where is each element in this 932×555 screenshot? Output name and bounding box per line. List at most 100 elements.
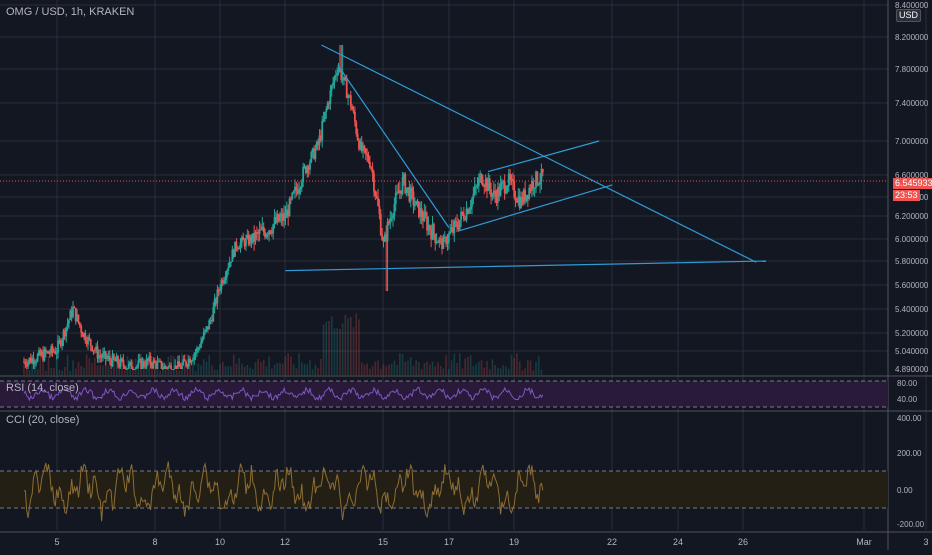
candle-body — [398, 190, 401, 194]
volume-bar — [25, 367, 28, 375]
y-tick-label: 5.040000 — [895, 347, 929, 356]
volume-bar — [194, 370, 197, 375]
candle-body — [408, 187, 411, 202]
candle-body — [536, 171, 539, 185]
candle-body — [531, 181, 533, 191]
candle-body — [212, 307, 215, 322]
candle-body — [147, 358, 149, 361]
volume-bar — [69, 370, 72, 375]
rsi-label: RSI (14, close) — [6, 382, 79, 394]
volume-bar — [480, 360, 483, 375]
candle-body — [89, 339, 92, 346]
volume-bar — [42, 355, 44, 375]
volume-bar — [189, 364, 191, 375]
candle-body — [287, 209, 290, 217]
candle-body — [457, 227, 460, 230]
volume-bar — [254, 362, 257, 375]
candle-body — [230, 261, 232, 263]
candle-body — [416, 200, 419, 202]
candle-body — [189, 358, 192, 364]
candle-body — [396, 191, 399, 193]
candle-body — [373, 173, 375, 192]
candle-body — [533, 187, 536, 189]
candle-body — [247, 234, 250, 245]
y-tick-label: 6.000000 — [895, 235, 929, 244]
trendline[interactable] — [487, 140, 600, 173]
candle-body — [424, 211, 427, 217]
volume-bar — [74, 368, 77, 375]
rsi-level-label: 80.00 — [897, 379, 918, 388]
candle-body — [319, 135, 322, 141]
trendline[interactable] — [337, 64, 450, 228]
candle-body — [251, 233, 254, 243]
candle-body — [96, 346, 99, 359]
volume-bar — [34, 359, 36, 375]
candle-body — [322, 119, 325, 121]
trendlines[interactable] — [285, 44, 766, 272]
x-tick-label: 8 — [152, 537, 157, 547]
volume-bar — [363, 364, 366, 375]
volume-bar — [339, 328, 341, 375]
volume-bar — [320, 358, 322, 375]
candle-body — [426, 216, 428, 231]
candle-body — [84, 332, 87, 342]
volume-bar — [420, 368, 423, 375]
volume-bar — [83, 367, 85, 375]
candle-body — [85, 341, 88, 345]
candle-body — [450, 227, 453, 232]
candle-body — [326, 103, 329, 109]
candle-body — [394, 192, 397, 205]
volume-bar — [295, 368, 298, 375]
volume-bar — [148, 363, 151, 375]
candle-body — [153, 360, 156, 363]
candle-body — [461, 211, 464, 214]
volume-bar — [524, 368, 526, 375]
trendline[interactable] — [285, 260, 766, 272]
volume-bar — [213, 369, 216, 375]
volume-bar — [102, 365, 104, 375]
candle-body — [332, 82, 335, 86]
candle-body — [302, 166, 305, 183]
trendline[interactable] — [321, 44, 757, 263]
candle-body — [528, 187, 531, 199]
candle-body — [442, 237, 445, 249]
candle-body — [494, 190, 497, 197]
candle-body — [24, 361, 27, 365]
volume-bar — [442, 368, 445, 375]
candle-body — [239, 242, 242, 249]
candle-body — [480, 173, 483, 183]
volume-bar — [137, 364, 140, 375]
volume-bar — [260, 361, 262, 375]
candle-body — [495, 196, 498, 203]
cci-level-label: 0.00 — [897, 486, 913, 495]
currency-badge[interactable]: USD — [896, 9, 922, 22]
candle-body — [280, 213, 283, 218]
candle-body — [423, 211, 426, 222]
volume-bar — [322, 324, 325, 375]
candle-body — [50, 346, 53, 354]
volume-bar — [445, 355, 447, 375]
candle-body — [501, 182, 503, 185]
trendline[interactable] — [458, 184, 613, 232]
candle-body — [277, 214, 280, 222]
volume-bar — [143, 364, 145, 375]
candle-body — [217, 289, 220, 292]
candle-body — [246, 234, 249, 239]
candle-body — [95, 346, 98, 351]
candle-body — [382, 239, 385, 242]
volume-bar — [491, 359, 494, 375]
candle-body — [467, 208, 469, 214]
candle-body — [524, 189, 527, 202]
rsi-line — [23, 386, 544, 402]
volume-bar — [306, 364, 309, 375]
candle-body — [235, 241, 238, 248]
candle-body — [487, 178, 490, 192]
candle-body — [54, 351, 57, 354]
candle-body — [511, 178, 514, 182]
candle-body — [371, 168, 374, 174]
candle-body — [46, 351, 49, 353]
candle-body — [449, 231, 452, 234]
volume-bar — [61, 370, 63, 375]
